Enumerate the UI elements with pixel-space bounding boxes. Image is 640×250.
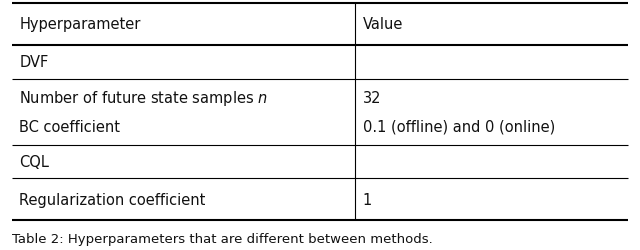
Text: CQL: CQL — [19, 154, 49, 169]
Text: BC coefficient: BC coefficient — [19, 119, 120, 134]
Text: Hyperparameter: Hyperparameter — [19, 17, 141, 32]
Text: Number of future state samples $n$: Number of future state samples $n$ — [19, 88, 268, 107]
Text: Regularization coefficient: Regularization coefficient — [19, 192, 205, 207]
Text: 1: 1 — [363, 192, 372, 207]
Text: Value: Value — [363, 17, 403, 32]
Text: 32: 32 — [363, 90, 381, 105]
Text: 0.1 (offline) and 0 (online): 0.1 (offline) and 0 (online) — [363, 119, 555, 134]
Text: Table 2: Hyperparameters that are different between methods.: Table 2: Hyperparameters that are differ… — [12, 232, 432, 245]
Text: DVF: DVF — [19, 55, 49, 70]
